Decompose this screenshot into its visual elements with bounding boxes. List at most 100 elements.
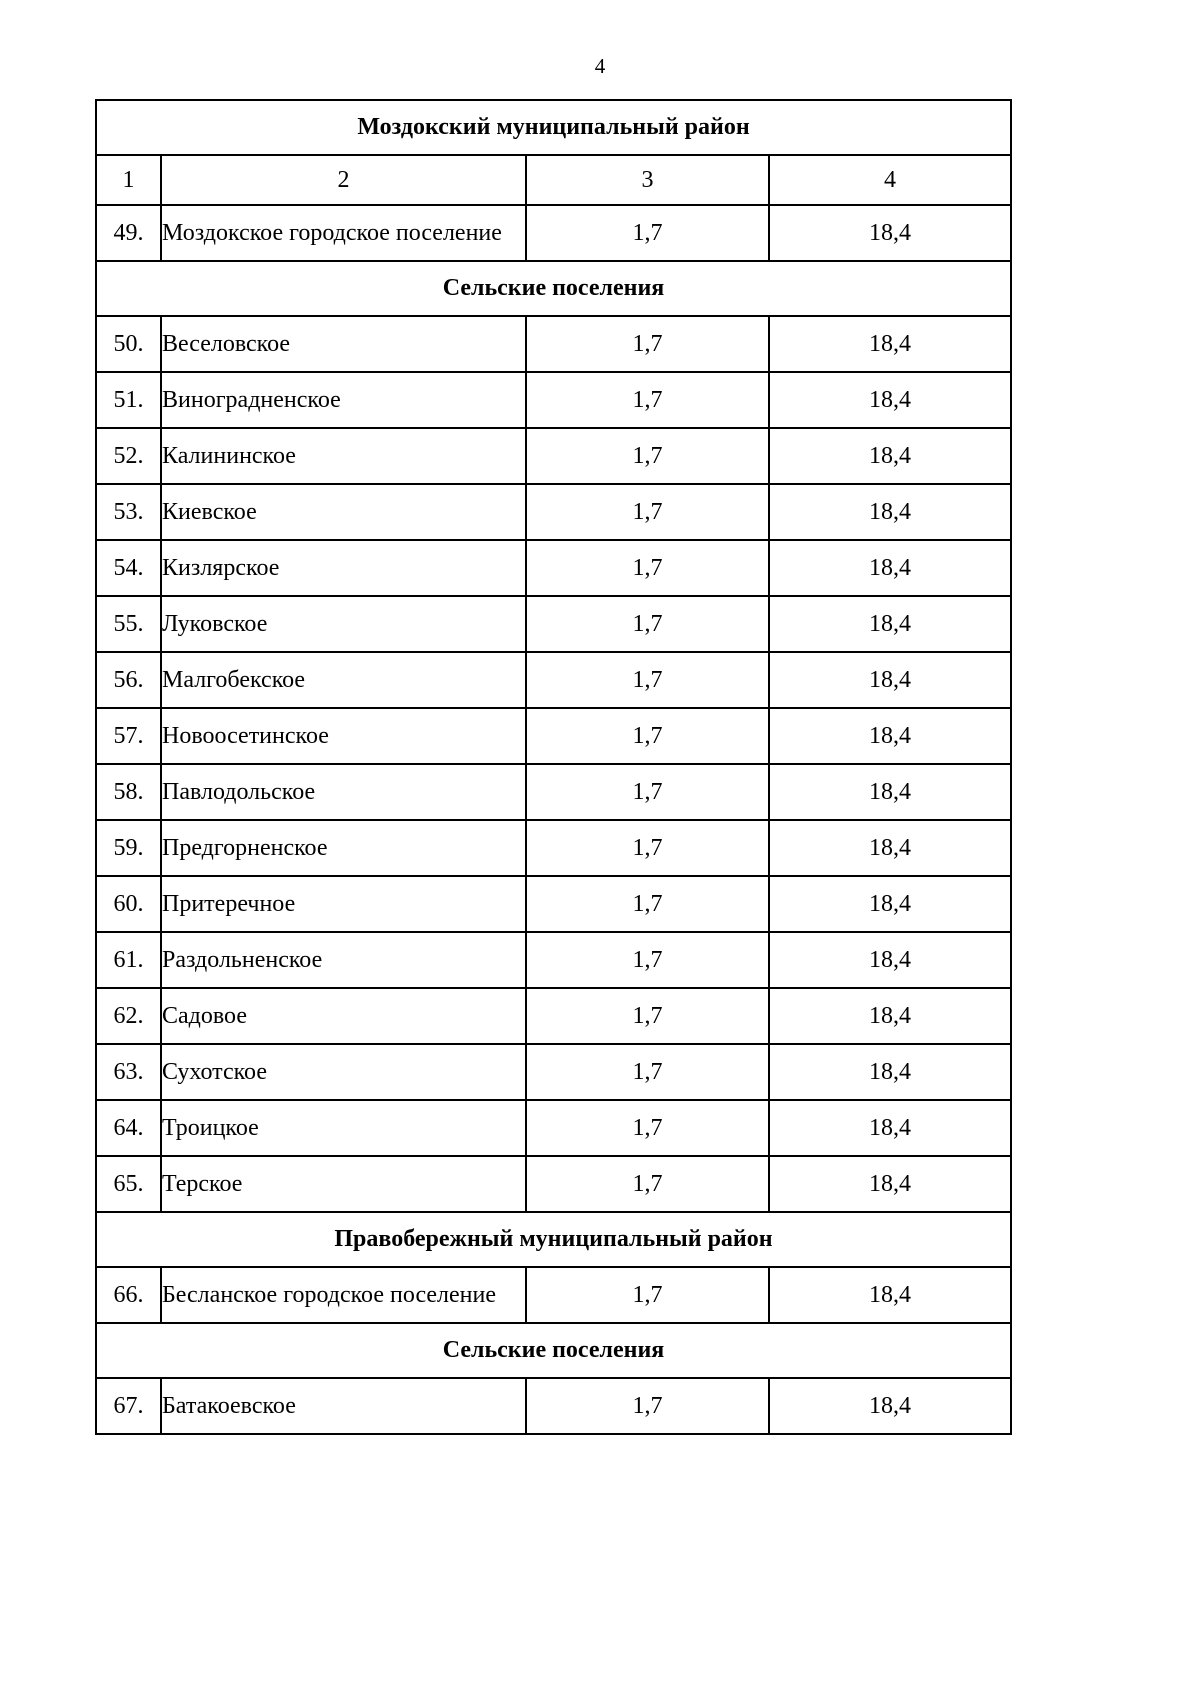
row-number: 62. [95,987,162,1045]
row-number: 60. [95,875,162,933]
section-header-label: Сельские поселения [95,260,1012,317]
value-col3: 1,7 [525,1043,770,1101]
row-number: 53. [95,483,162,541]
value-col3: 1,7 [525,763,770,821]
value-col4: 18,4 [768,931,1012,989]
value-col3: 1,7 [525,1099,770,1157]
column-number: 1 [95,154,162,206]
column-number: 4 [768,154,1012,206]
settlement-name: Новоосетинское [160,707,527,765]
value-col3: 1,7 [525,539,770,597]
row-number: 55. [95,595,162,653]
settlement-name: Садовое [160,987,527,1045]
table-row: 53. Киевское 1,7 18,4 [95,483,1012,541]
table-row: 67. Батакоевское 1,7 18,4 [95,1377,1012,1435]
settlement-name: Батакоевское [160,1377,527,1435]
settlement-name: Калининское [160,427,527,485]
section-header-row: Сельские поселения [95,1322,1012,1379]
row-number: 61. [95,931,162,989]
row-number: 66. [95,1266,162,1324]
section-header-label: Моздокский муниципальный район [95,99,1012,156]
value-col4: 18,4 [768,371,1012,429]
section-header-row: Правобережный муниципальный район [95,1211,1012,1268]
settlement-name: Притеречное [160,875,527,933]
table-row: 63. Сухотское 1,7 18,4 [95,1043,1012,1101]
value-col3: 1,7 [525,1155,770,1213]
value-col4: 18,4 [768,427,1012,485]
section-header-row: Сельские поселения [95,260,1012,317]
row-number: 52. [95,427,162,485]
value-col3: 1,7 [525,875,770,933]
table-row: 60. Притеречное 1,7 18,4 [95,875,1012,933]
value-col4: 18,4 [768,1266,1012,1324]
table-row: 50. Веселовское 1,7 18,4 [95,315,1012,373]
value-col4: 18,4 [768,483,1012,541]
row-number: 50. [95,315,162,373]
value-col3: 1,7 [525,204,770,262]
value-col4: 18,4 [768,987,1012,1045]
value-col3: 1,7 [525,1377,770,1435]
table-row: 54. Кизлярское 1,7 18,4 [95,539,1012,597]
row-number: 54. [95,539,162,597]
row-number: 57. [95,707,162,765]
row-number: 56. [95,651,162,709]
settlement-name: Сухотское [160,1043,527,1101]
value-col4: 18,4 [768,595,1012,653]
settlement-name: Моздокское городское поселение [160,204,527,262]
settlement-name: Веселовское [160,315,527,373]
value-col3: 1,7 [525,651,770,709]
value-col4: 18,4 [768,651,1012,709]
settlement-name: Терское [160,1155,527,1213]
table-row: 62. Садовое 1,7 18,4 [95,987,1012,1045]
value-col3: 1,7 [525,931,770,989]
table-row: 58. Павлодольское 1,7 18,4 [95,763,1012,821]
value-col3: 1,7 [525,315,770,373]
table-row: 64. Троицкое 1,7 18,4 [95,1099,1012,1157]
table-row: 59. Предгорненское 1,7 18,4 [95,819,1012,877]
value-col4: 18,4 [768,539,1012,597]
settlement-name: Бесланское городское поселение [160,1266,527,1324]
settlement-name: Луковское [160,595,527,653]
table-row: 66. Бесланское городское поселение 1,7 18,4 [95,1266,1012,1324]
table-row: 55. Луковское 1,7 18,4 [95,595,1012,653]
value-col4: 18,4 [768,1377,1012,1435]
row-number: 67. [95,1377,162,1435]
settlements-rates-table: Моздокский муниципальный район 1 2 3 4 49. Моз… [95,99,1012,1435]
section-header-label: Сельские поселения [95,1322,1012,1379]
value-col4: 18,4 [768,1099,1012,1157]
value-col3: 1,7 [525,595,770,653]
value-col3: 1,7 [525,987,770,1045]
table-row: 52. Калининское 1,7 18,4 [95,427,1012,485]
value-col4: 18,4 [768,1155,1012,1213]
row-number: 49. [95,204,162,262]
value-col3: 1,7 [525,427,770,485]
settlement-name: Кизлярское [160,539,527,597]
row-number: 63. [95,1043,162,1101]
settlement-name: Раздольненское [160,931,527,989]
value-col4: 18,4 [768,315,1012,373]
value-col4: 18,4 [768,819,1012,877]
table-row: 57. Новоосетинское 1,7 18,4 [95,707,1012,765]
column-number: 2 [160,154,527,206]
value-col4: 18,4 [768,707,1012,765]
value-col4: 18,4 [768,875,1012,933]
settlement-name: Предгорненское [160,819,527,877]
settlement-name: Виноградненское [160,371,527,429]
table-row: 51. Виноградненское 1,7 18,4 [95,371,1012,429]
value-col4: 18,4 [768,1043,1012,1101]
table-row: 56. Малгобекское 1,7 18,4 [95,651,1012,709]
settlement-name: Троицкое [160,1099,527,1157]
row-number: 65. [95,1155,162,1213]
table-body: Моздокский муниципальный район 1 2 3 4 49. Моз… [95,99,1012,1435]
row-number: 51. [95,371,162,429]
value-col4: 18,4 [768,204,1012,262]
row-number: 64. [95,1099,162,1157]
value-col3: 1,7 [525,707,770,765]
section-header-label: Правобережный муниципальный район [95,1211,1012,1268]
table-row: 61. Раздольненское 1,7 18,4 [95,931,1012,989]
value-col4: 18,4 [768,763,1012,821]
value-col3: 1,7 [525,1266,770,1324]
settlement-name: Малгобекское [160,651,527,709]
